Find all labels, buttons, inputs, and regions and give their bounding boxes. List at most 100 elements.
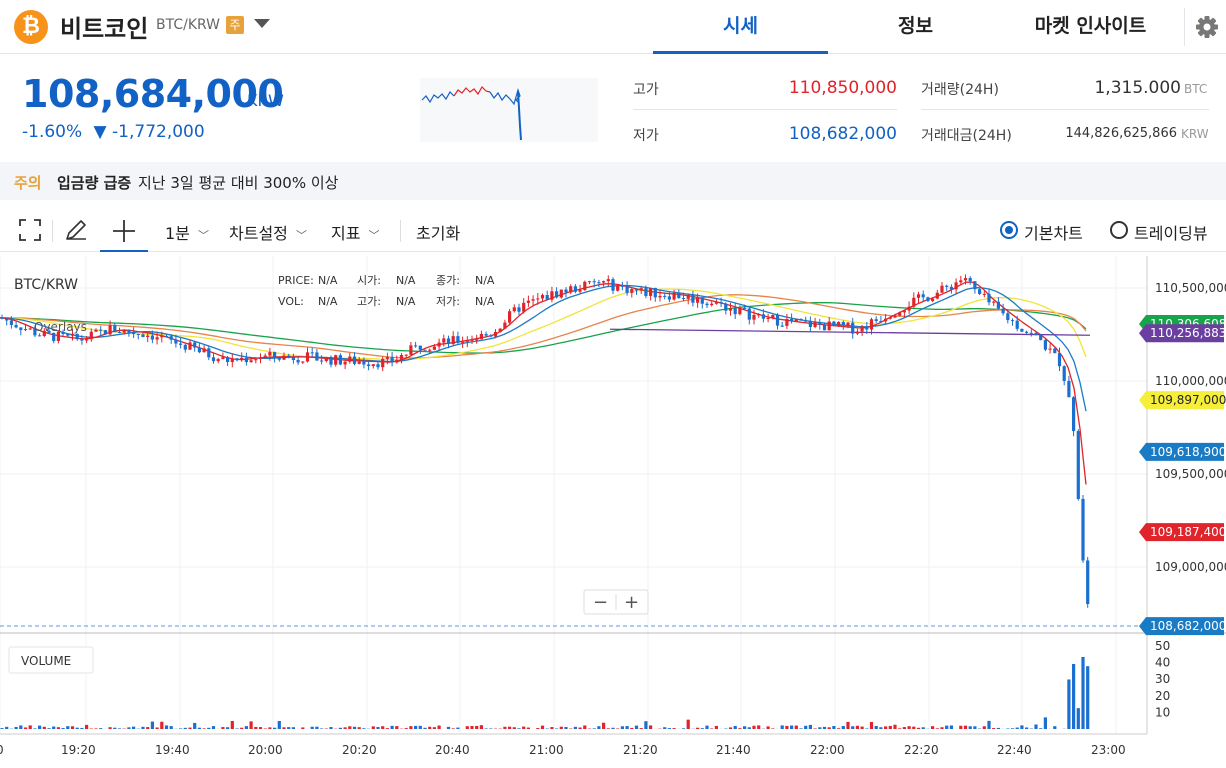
- zoom-out-button[interactable]: −: [593, 592, 608, 613]
- candle-body: [767, 318, 770, 319]
- fullscreen-icon[interactable]: [18, 218, 42, 242]
- price-tag-label: 110,256,883: [1150, 326, 1226, 340]
- overlays-label[interactable]: Overlays: [34, 320, 87, 334]
- crosshair-icon: [100, 212, 148, 250]
- tab-market-insight[interactable]: 마켓 인사이트: [1003, 0, 1178, 54]
- candle-body: [485, 334, 488, 336]
- volume-bar: [903, 727, 906, 729]
- volume-bar: [109, 727, 112, 729]
- volume-bar: [362, 728, 365, 729]
- info-open-value: N/A: [396, 274, 416, 287]
- volume-bar: [513, 727, 516, 729]
- volume-bar: [950, 725, 953, 729]
- candle-body: [127, 330, 130, 333]
- time-tick-label: 21:00: [529, 743, 564, 757]
- volume-bar: [405, 728, 408, 729]
- header-bar: ₿ 비트코인 BTC/KRW 주 시세 정보 마켓 인사이트: [0, 0, 1226, 54]
- candle-body: [795, 319, 798, 321]
- tab-price[interactable]: 시세: [653, 0, 828, 54]
- price-tag-label: 109,187,400: [1150, 525, 1226, 539]
- indicator-dropdown[interactable]: 지표 ﹀: [331, 220, 380, 244]
- candle-body: [193, 342, 196, 347]
- volume-bar: [132, 727, 135, 729]
- zoom-control[interactable]: − +: [584, 590, 648, 614]
- volume-bar: [452, 728, 455, 729]
- volume-bar: [940, 727, 943, 729]
- candle-body: [912, 298, 915, 307]
- volume-bar: [156, 727, 159, 729]
- time-tick-label: 23:00: [1091, 743, 1126, 757]
- candle-body: [38, 335, 41, 336]
- candle-body: [160, 336, 163, 337]
- volume-bar: [917, 728, 920, 729]
- tab-info[interactable]: 정보: [828, 0, 1003, 54]
- volume-bar: [790, 726, 793, 729]
- volume-bar: [395, 726, 398, 729]
- zoom-in-button[interactable]: +: [624, 592, 639, 613]
- candle-body: [917, 294, 920, 297]
- candle-body: [955, 282, 958, 289]
- volume-label: 거래량(24H): [921, 79, 999, 99]
- candle-body: [701, 298, 704, 304]
- chart-symbol: BTC/KRW: [14, 277, 78, 293]
- candle-body: [489, 336, 492, 337]
- volume-bar: [179, 728, 182, 729]
- volume-bar: [1020, 725, 1023, 729]
- volume-bar: [757, 725, 760, 729]
- volume-bar: [668, 728, 671, 729]
- candle-body: [503, 323, 506, 329]
- price-chart[interactable]: BTC/KRW Overlays PRICE: N/A 시가: N/A 종가: …: [0, 256, 1226, 764]
- change-rate: -1.60%: [22, 122, 82, 142]
- candle-body: [626, 286, 629, 293]
- candle-body: [268, 352, 271, 355]
- candle-body: [1011, 320, 1014, 321]
- price-tick-label: 110,000,000: [1155, 374, 1226, 388]
- candle-body: [156, 337, 159, 339]
- volume-bar: [160, 722, 163, 729]
- candle-body: [973, 281, 976, 289]
- candle-body: [442, 338, 445, 342]
- candle-body: [259, 358, 262, 359]
- settings-gear-icon[interactable]: [1184, 8, 1226, 46]
- volume-bar: [832, 726, 835, 729]
- volume-bar: [409, 726, 412, 729]
- crosshair-tool-button[interactable]: [100, 212, 148, 252]
- info-price-label: PRICE:: [278, 274, 314, 287]
- pencil-draw-icon[interactable]: [64, 218, 88, 242]
- interval-dropdown[interactable]: 1분 ﹀: [165, 220, 209, 244]
- volume-bar: [71, 726, 74, 729]
- info-high-value: N/A: [396, 295, 416, 308]
- basic-chart-radio[interactable]: [1000, 221, 1018, 239]
- reset-button[interactable]: 초기화: [416, 220, 460, 244]
- candle-body: [5, 319, 8, 321]
- high-value: 110,850,000: [760, 78, 897, 98]
- chart-canvas[interactable]: BTC/KRW Overlays PRICE: N/A 시가: N/A 종가: …: [0, 256, 1226, 764]
- candle-body: [724, 304, 727, 311]
- chart-settings-dropdown[interactable]: 차트설정 ﹀: [229, 220, 307, 244]
- candle-body: [936, 293, 939, 299]
- coin-select-chevron-icon[interactable]: [254, 19, 270, 28]
- volume-bar: [992, 728, 995, 729]
- volume-bar: [710, 728, 713, 729]
- divider: [633, 109, 897, 110]
- volume-bar: [560, 727, 563, 729]
- candle-body: [306, 352, 309, 361]
- basic-chart-label[interactable]: 기본차트: [1024, 220, 1083, 244]
- trading-view-label[interactable]: 트레이딩뷰: [1134, 220, 1208, 244]
- candle-body: [217, 359, 220, 361]
- volume-bar: [607, 728, 610, 729]
- volume-bar: [922, 727, 925, 729]
- trading-view-radio[interactable]: [1110, 221, 1128, 239]
- volume-bar: [184, 728, 187, 729]
- candle-body: [729, 308, 732, 310]
- candle-body: [804, 321, 807, 322]
- volume-bar: [311, 727, 314, 729]
- volume-bar: [663, 727, 666, 729]
- volume-bar: [470, 726, 473, 729]
- turnover-unit: KRW: [1181, 127, 1209, 141]
- volume-bar: [814, 728, 817, 729]
- volume-bar: [851, 726, 854, 729]
- turnover-value: 144,826,625,866: [1040, 126, 1177, 141]
- candle-body: [358, 362, 361, 364]
- candle-body: [1063, 366, 1066, 381]
